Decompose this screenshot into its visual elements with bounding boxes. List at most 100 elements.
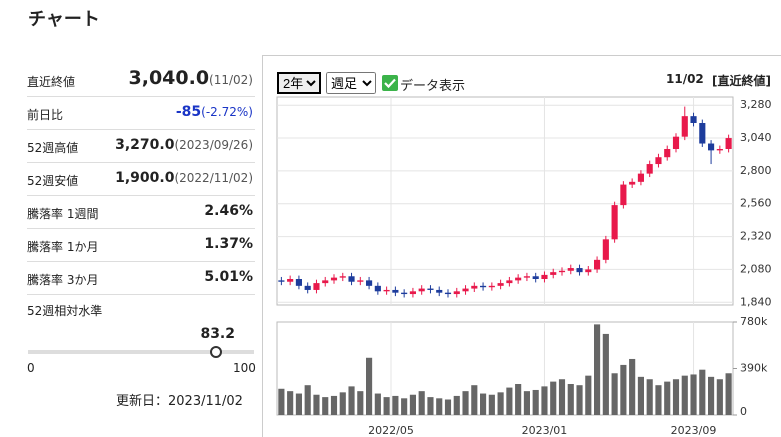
level-label: 52週相対水準 <box>27 304 103 318</box>
volume-bar <box>366 357 373 415</box>
volume-bar <box>681 375 688 415</box>
x-tick-label: 2022/05 <box>368 424 414 437</box>
volume-bar <box>716 379 723 415</box>
slider-track <box>28 350 254 354</box>
y-tick-label: 1,840 <box>740 295 772 308</box>
summary-row: 騰落率 1週間 2.46% <box>27 196 255 229</box>
candle-body <box>462 288 469 292</box>
candle-body <box>480 285 487 288</box>
candle-body <box>322 280 329 284</box>
candle-body <box>664 149 671 158</box>
y-tick-label: 2,800 <box>740 164 772 177</box>
y-tick-label: 2,320 <box>740 230 772 243</box>
candle-body <box>594 259 601 270</box>
candle-body <box>348 276 355 282</box>
y2-tick-label: 0 <box>740 405 747 418</box>
volume-bar <box>646 379 653 415</box>
volume-bar <box>444 399 452 415</box>
volume-bar <box>427 397 434 415</box>
candle-body <box>357 280 364 282</box>
candle-body <box>366 280 373 286</box>
checkbox-label: データ表示 <box>400 79 466 94</box>
period-select[interactable]: 2年 <box>277 72 321 94</box>
volume-bar <box>304 385 311 415</box>
volume-bar <box>506 387 513 415</box>
candle-body <box>620 184 627 206</box>
summary-row: 52週高値 3,270.0(2023/09/26) <box>27 130 255 163</box>
volume-bar <box>541 386 548 415</box>
candle-body <box>409 291 416 295</box>
row-value: 3,040.0 <box>128 67 210 89</box>
level-value: 83.2 <box>200 326 235 342</box>
volume-bar <box>374 393 381 415</box>
row-note: (-2.72%) <box>201 105 253 119</box>
candle-body <box>453 291 460 295</box>
header-price-type: [直近終値] <box>712 74 771 88</box>
candle-body <box>330 277 338 281</box>
volume-bar <box>348 386 355 415</box>
interval-select[interactable]: 週足 <box>326 72 376 94</box>
volume-bar <box>357 391 364 415</box>
candle-body <box>611 205 618 240</box>
candle-body <box>436 289 443 293</box>
candle-body <box>541 274 548 279</box>
volume-bar <box>594 324 601 415</box>
candle-body <box>497 283 504 286</box>
row-value: 1,900.0 <box>115 170 175 186</box>
volume-bar <box>515 384 522 415</box>
row-label: 直近終値 <box>27 75 76 89</box>
summary-row: 直近終値 3,040.0(11/02) <box>27 64 255 97</box>
candle-body <box>427 288 434 290</box>
y-tick-label: 2,080 <box>740 262 772 275</box>
summary-row: 52週安値 1,900.0(2022/11/02) <box>27 163 255 196</box>
row-label: 52週安値 <box>27 174 79 188</box>
candle-body <box>287 279 294 282</box>
volume-bar <box>602 333 609 415</box>
candle-body <box>576 268 583 273</box>
candle-body <box>471 285 478 289</box>
volume-bar <box>620 364 627 415</box>
candle-body <box>401 292 408 295</box>
candle-body <box>716 149 723 151</box>
volume-bar <box>418 391 425 415</box>
volume-bar <box>672 379 680 415</box>
y2-tick-label: 390k <box>740 362 768 375</box>
candle-body <box>681 116 688 137</box>
volume-bar <box>567 384 574 415</box>
candle-body <box>278 280 285 282</box>
row-note: (11/02) <box>209 73 253 87</box>
volume-bar <box>401 398 408 415</box>
candle-body <box>558 270 566 273</box>
volume-bar <box>611 373 618 415</box>
checkbox[interactable] <box>382 75 398 91</box>
candle-body <box>488 285 495 288</box>
candle-body <box>339 276 346 278</box>
candle-body <box>637 173 644 182</box>
y-tick-label: 3,280 <box>740 98 772 111</box>
candle-body <box>506 280 513 284</box>
candle-body <box>567 268 574 271</box>
candle-body <box>515 277 522 281</box>
candle-body <box>690 116 697 123</box>
row-label: 騰落率 1週間 <box>27 207 99 221</box>
candle-body <box>585 269 592 273</box>
volume-bar <box>576 385 583 415</box>
candle-body <box>418 288 425 292</box>
summary-row: 騰落率 3か月 5.01% <box>27 262 255 295</box>
candle-body <box>444 292 452 295</box>
candle-body <box>304 285 311 290</box>
x-tick-label: 2023/09 <box>671 424 717 437</box>
candle-body <box>602 239 609 260</box>
candle-body <box>313 283 320 290</box>
volume-bar <box>322 397 329 415</box>
volume-bar <box>585 375 592 415</box>
volume-bar <box>629 358 636 415</box>
candle-body <box>646 164 653 174</box>
volume-bar <box>313 394 320 415</box>
volume-bar <box>462 391 469 415</box>
candle-body <box>725 138 732 149</box>
row-label: 52週高値 <box>27 141 79 155</box>
summary-row: 騰落率 1か月 1.37% <box>27 229 255 262</box>
row-value: 2.46% <box>204 203 253 219</box>
